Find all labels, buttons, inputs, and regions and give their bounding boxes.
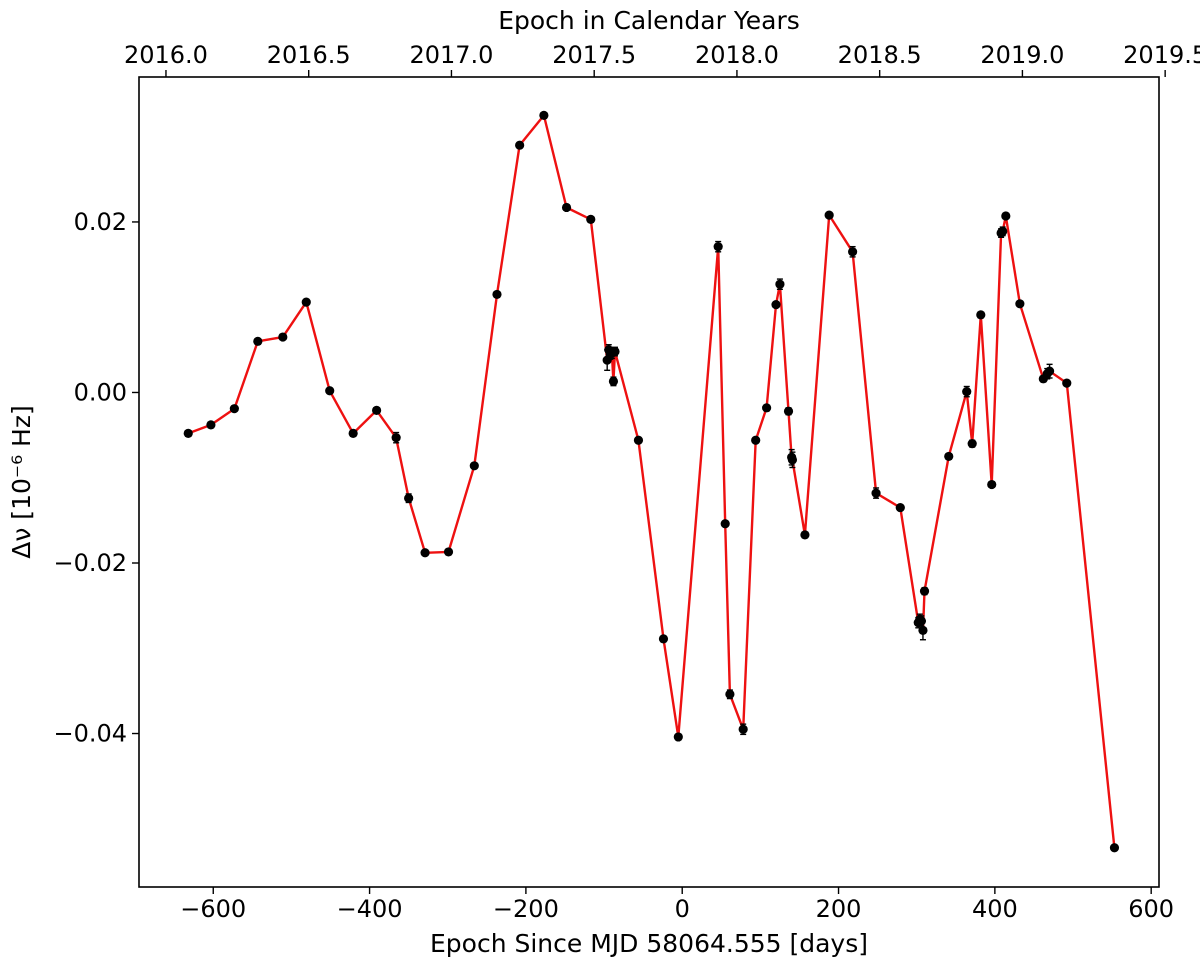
data-point: [253, 336, 263, 346]
data-point: [998, 226, 1008, 236]
data-point: [229, 404, 239, 414]
data-point: [962, 387, 972, 397]
data-point: [443, 547, 454, 557]
data-point: [1109, 843, 1120, 853]
top-x-tick-label: 2017.0: [409, 41, 493, 69]
data-point: [561, 202, 572, 213]
data-point: [976, 310, 986, 320]
data-point: [987, 479, 997, 490]
data-point: [206, 420, 216, 430]
bottom-x-axis: −600 −400 −200 0 200 400 600: [180, 887, 1174, 923]
data-point: [967, 439, 977, 449]
x-tick-label: −400: [337, 895, 403, 923]
data-point: [1062, 378, 1072, 388]
data-point: [515, 140, 525, 150]
y-tick-label: −0.02: [53, 549, 127, 577]
data-point: [183, 428, 193, 438]
data-point: [919, 586, 930, 596]
x-axis-title: Epoch Since MJD 58064.555 [days]: [430, 929, 868, 958]
data-point: [771, 300, 781, 310]
top-x-axis-title: Epoch in Calendar Years: [498, 6, 800, 35]
data-point: [751, 435, 761, 445]
data-point: [918, 625, 928, 635]
y-tick-label: 0.02: [74, 208, 127, 236]
y-axis-title: Δν [10⁻⁶ Hz]: [7, 405, 36, 558]
x-tick-label: 600: [1128, 895, 1174, 923]
data-point: [633, 435, 644, 445]
data-point: [1001, 211, 1011, 221]
data-point: [762, 403, 772, 413]
top-x-tick-label: 2017.5: [552, 41, 636, 69]
data-point: [944, 451, 954, 462]
data-point: [713, 242, 723, 252]
data-point: [348, 428, 358, 438]
data-point: [658, 634, 669, 644]
data-point: [895, 502, 905, 513]
data-point: [492, 289, 502, 300]
data-point: [586, 214, 596, 224]
top-x-tick-label: 2016.0: [124, 41, 208, 69]
data-point: [372, 405, 382, 415]
plot-frame: [138, 76, 1160, 888]
data-point: [1015, 299, 1025, 309]
data-point: [783, 406, 794, 416]
data-point: [738, 724, 748, 734]
top-x-axis: 2016.0 2016.5 2017.0 2017.5 2018.0 2018.5 2019…: [124, 41, 1200, 77]
top-x-tick-label: 2018.5: [838, 41, 922, 69]
data-point: [610, 346, 620, 357]
y-tick-label: 0.00: [74, 378, 127, 406]
data-point: [608, 376, 619, 386]
data-point: [787, 455, 798, 465]
data-point: [404, 493, 414, 503]
data-point: [824, 210, 834, 220]
data-point: [720, 519, 730, 529]
y-tick-label: −0.04: [53, 720, 127, 748]
data-point: [539, 110, 549, 120]
top-x-tick-label: 2019.0: [980, 41, 1064, 69]
x-tick-label: 0: [675, 895, 690, 923]
data-point: [800, 530, 810, 540]
data-point: [673, 732, 683, 742]
top-x-tick-label: 2019.5: [1123, 41, 1200, 69]
data-point: [725, 689, 735, 699]
plot-background: [139, 77, 1159, 887]
data-point: [1044, 366, 1055, 376]
data-point: [871, 488, 881, 498]
data-point: [469, 461, 479, 471]
top-x-tick-label: 2016.5: [267, 41, 351, 69]
data-point: [420, 548, 430, 558]
data-point: [775, 279, 785, 289]
x-tick-label: −600: [180, 895, 246, 923]
data-point: [391, 433, 401, 443]
top-x-tick-label: 2018.0: [695, 41, 779, 69]
series-layer: [183, 110, 1120, 853]
data-point: [301, 297, 311, 307]
data-point: [278, 332, 288, 342]
data-point: [325, 386, 335, 396]
x-tick-label: 400: [972, 895, 1018, 923]
y-axis: −0.04 −0.02 0.00 0.02: [53, 208, 139, 748]
x-tick-label: 200: [816, 895, 862, 923]
data-point: [848, 247, 858, 257]
x-tick-label: −200: [493, 895, 559, 923]
